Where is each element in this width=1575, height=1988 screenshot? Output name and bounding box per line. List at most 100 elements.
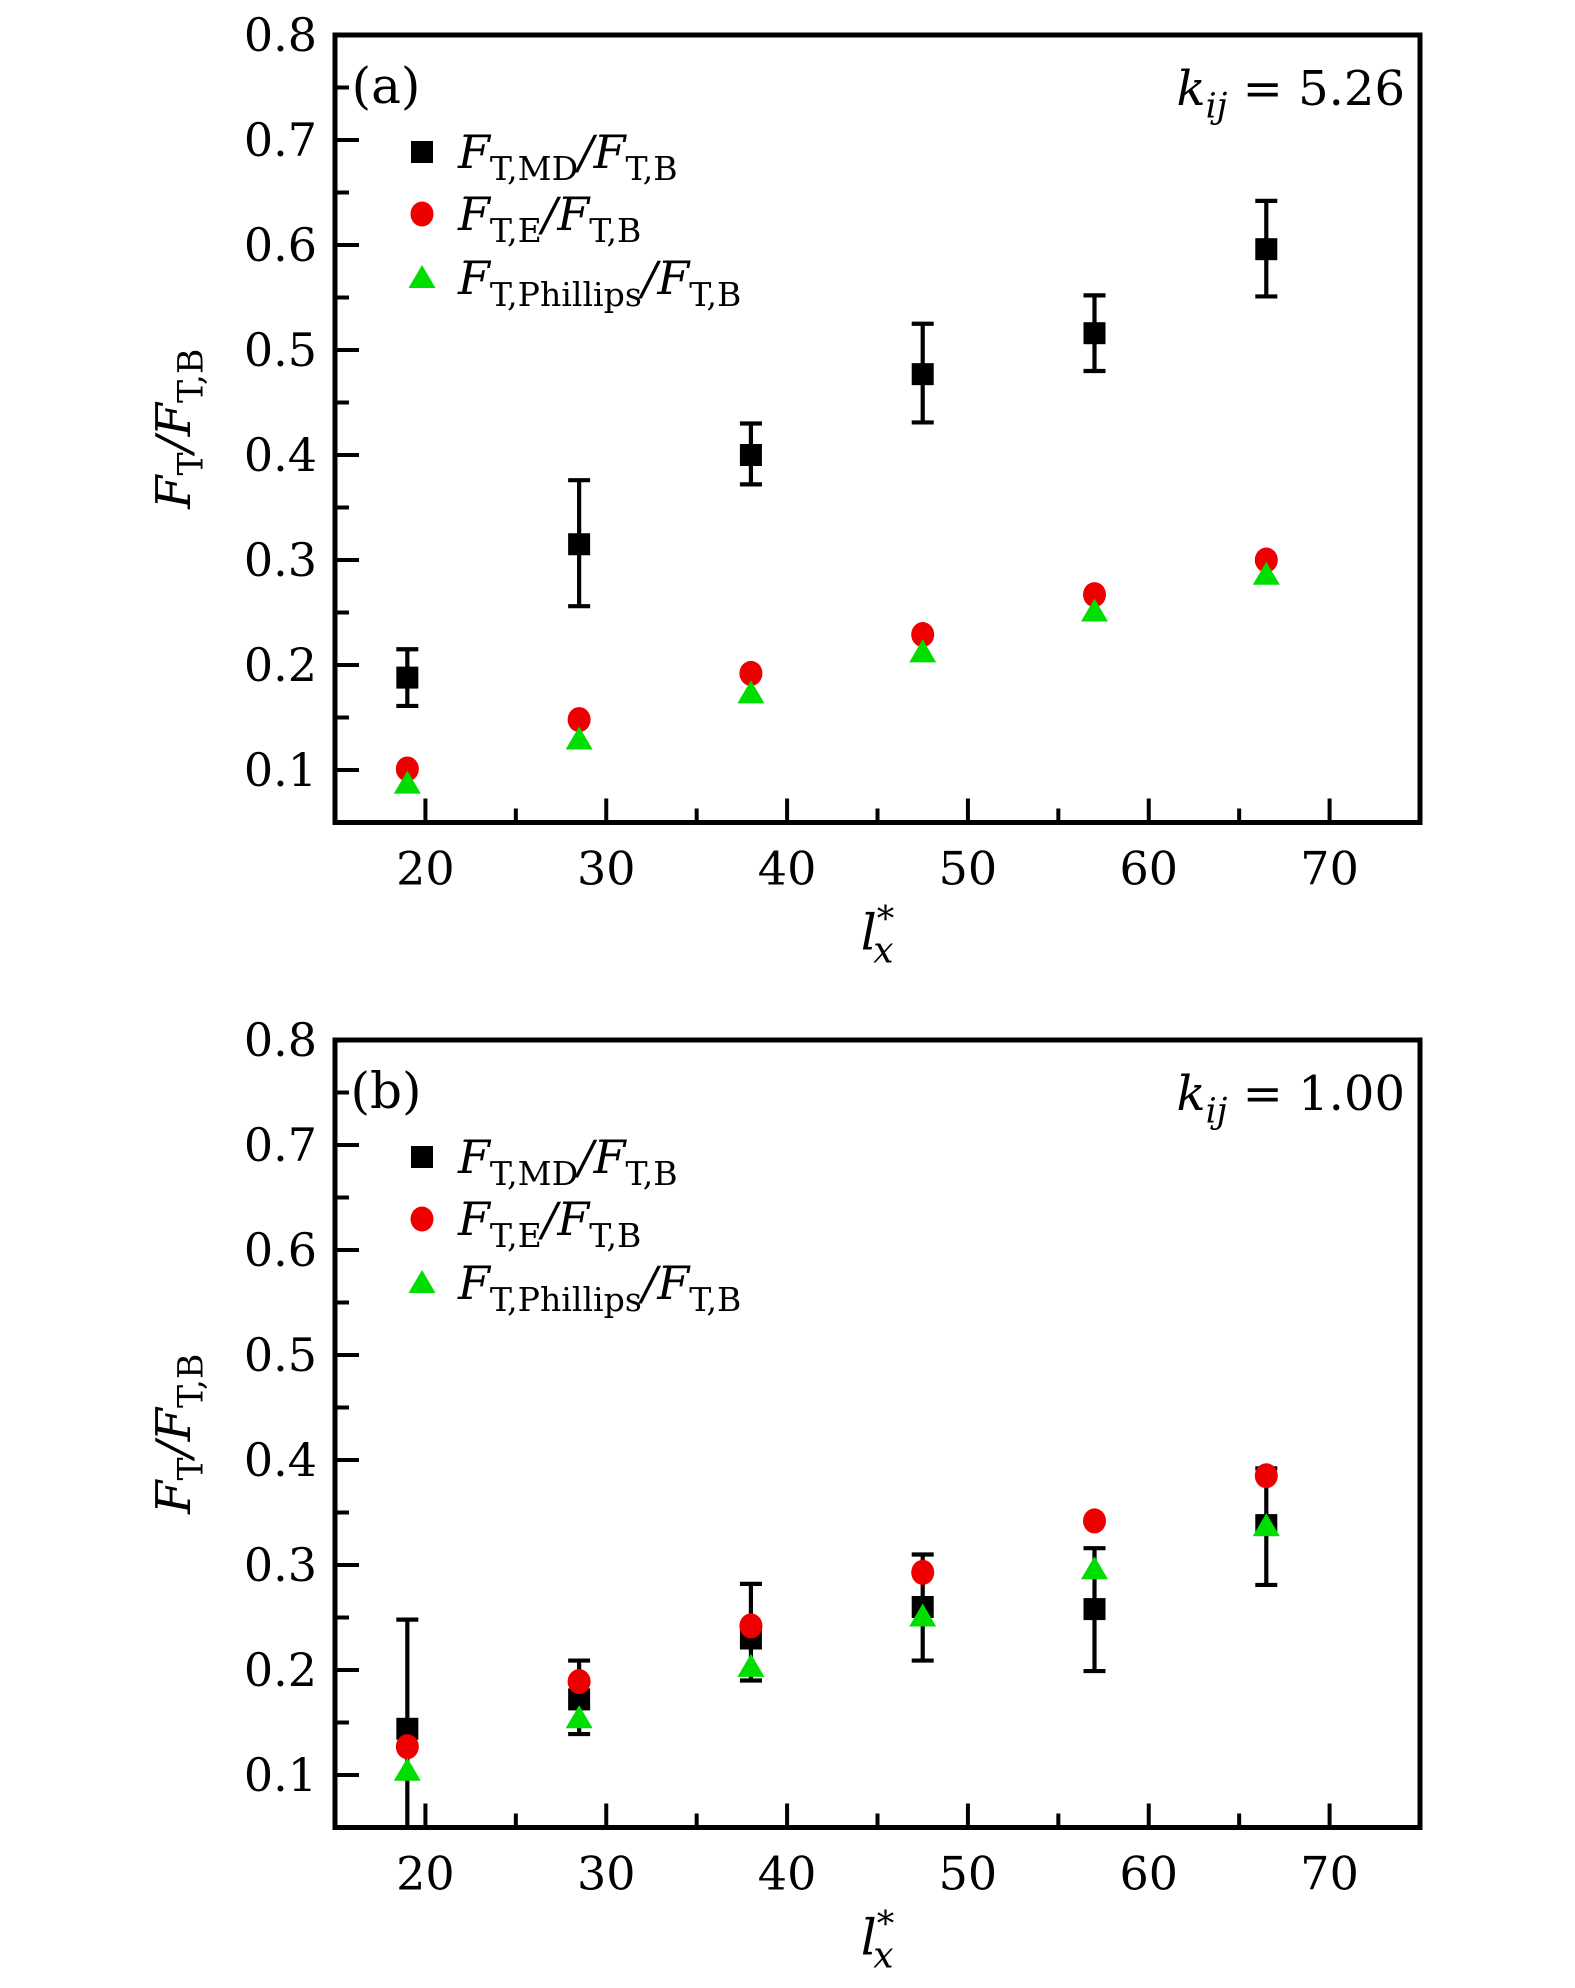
- plot-frame-a: [332, 32, 1423, 825]
- legend-item-square: FT,MD/FT,B: [411, 125, 678, 188]
- annotation-kij-b: kij = 1.00: [1177, 1066, 1405, 1131]
- legend-item-circle: FT,E/FT,B: [410, 1192, 641, 1255]
- circle-marker: [739, 1613, 763, 1639]
- x-tick-label: 30: [577, 842, 636, 896]
- triangle-marker: [737, 1653, 765, 1677]
- square-marker: [568, 533, 591, 556]
- panel-b: 0.1 0.2 0.3 0.4 0.5 0.6 0.7 0.8 20 30 40 50 60 70 FT,M…: [146, 1013, 1423, 1977]
- legend-label: FT,MD/FT,B: [457, 125, 678, 188]
- error-bars-b: [396, 1466, 1278, 1828]
- legend-label: FT,Phillips/FT,B: [457, 251, 741, 314]
- y-tick-label: 0.4: [244, 428, 317, 482]
- square-marker: [1083, 322, 1106, 345]
- triangle-marker: [393, 1757, 421, 1781]
- series-circle-b: [395, 1463, 1278, 1760]
- x-axis-label-a: l* x: [861, 900, 895, 972]
- y-tick-label: 0.4: [244, 1433, 317, 1487]
- square-marker: [396, 1717, 419, 1740]
- annotation-kij-a: kij = 5.26: [1177, 61, 1405, 126]
- y-tick-label: 0.7: [244, 1118, 317, 1172]
- triangle-marker: [1252, 561, 1280, 585]
- x-axis-label-b: l* x: [861, 1905, 895, 1977]
- y-axis-label-a: FT/FT,B: [146, 349, 211, 510]
- triangle-marker: [1252, 1513, 1280, 1537]
- circle-marker: [1083, 582, 1106, 608]
- legend-b: FT,MD/FT,BFT,E/FT,BFT,Phillips/FT,B: [408, 1130, 741, 1319]
- y-tick-labels-b: 0.1 0.2 0.3 0.4 0.5 0.6 0.7 0.8: [244, 1013, 317, 1802]
- panel-a: 0.1 0.2 0.3 0.4 0.5 0.6 0.7 0.8 20 30 40 50 60 70 FT,M…: [146, 8, 1423, 972]
- square-marker: [568, 1688, 591, 1711]
- square-marker: [411, 1146, 433, 1168]
- x-tick-label: 50: [939, 842, 998, 896]
- x-tick-label: 20: [396, 842, 455, 896]
- y-tick-label: 0.6: [244, 218, 317, 272]
- y-tick-label: 0.3: [244, 533, 317, 587]
- series-square-b: [396, 1514, 1278, 1740]
- square-marker: [739, 444, 762, 466]
- triangle-marker: [565, 726, 593, 750]
- y-tick-label: 0.2: [244, 1643, 317, 1697]
- x-tick-label: 40: [758, 1847, 817, 1901]
- circle-marker: [410, 1206, 434, 1232]
- triangle-marker: [408, 265, 436, 288]
- series-square-a: [396, 238, 1278, 689]
- circle-marker: [739, 660, 763, 686]
- panel-label-b: (b): [350, 1062, 421, 1120]
- series-triangle-up-a: [393, 561, 1280, 794]
- square-marker: [1083, 1598, 1106, 1621]
- y-tick-label: 0.1: [244, 743, 317, 797]
- x-tick-label: 50: [939, 1847, 998, 1901]
- triangle-marker: [909, 639, 937, 663]
- y-tick-label: 0.5: [244, 1328, 317, 1382]
- circle-marker: [911, 622, 935, 648]
- y-tick-label: 0.8: [244, 8, 317, 62]
- y-tick-label: 0.1: [244, 1748, 317, 1802]
- legend-item-circle: FT,E/FT,B: [410, 187, 641, 250]
- triangle-marker: [565, 1705, 593, 1729]
- legend-a: FT,MD/FT,BFT,E/FT,BFT,Phillips/FT,B: [408, 125, 741, 314]
- square-marker: [911, 363, 934, 386]
- legend-label: FT,MD/FT,B: [457, 1130, 678, 1193]
- circle-marker: [567, 1669, 591, 1695]
- square-marker: [396, 666, 419, 689]
- triangle-marker: [393, 770, 421, 794]
- y-axis-label-b: FT/FT,B: [146, 1354, 211, 1515]
- triangle-marker: [1081, 1556, 1108, 1580]
- x-tick-label: 30: [577, 1847, 636, 1901]
- x-tick-label: 70: [1300, 842, 1359, 896]
- x-tick-label: 60: [1119, 842, 1178, 896]
- triangle-marker: [1081, 598, 1108, 622]
- triangle-marker: [909, 1603, 937, 1627]
- y-tick-label: 0.3: [244, 1538, 317, 1592]
- series-triangle-up-b: [393, 1513, 1280, 1781]
- circle-marker: [395, 756, 419, 782]
- circle-marker: [911, 1559, 935, 1585]
- panel-label-a: (a): [352, 57, 421, 115]
- y-tick-label: 0.5: [244, 323, 317, 377]
- legend-label: FT,Phillips/FT,B: [457, 1256, 741, 1319]
- circle-marker: [1083, 1508, 1106, 1534]
- x-tick-labels-b: 20 30 40 50 60 70: [396, 1847, 1359, 1901]
- circle-marker: [1254, 547, 1278, 573]
- triangle-marker: [408, 1270, 436, 1293]
- legend-item-triangle-up: FT,Phillips/FT,B: [408, 251, 741, 314]
- circle-marker: [410, 201, 434, 227]
- x-tick-label: 70: [1300, 1847, 1359, 1901]
- square-marker: [411, 141, 433, 163]
- square-marker: [1255, 238, 1278, 261]
- y-tick-label: 0.8: [244, 1013, 317, 1067]
- legend-item-square: FT,MD/FT,B: [411, 1130, 678, 1193]
- legend-label: FT,E/FT,B: [457, 1192, 641, 1255]
- y-tick-label: 0.2: [244, 638, 317, 692]
- y-tick-label: 0.6: [244, 1223, 317, 1277]
- legend-item-triangle-up: FT,Phillips/FT,B: [408, 1256, 741, 1319]
- x-tick-labels-a: 20 30 40 50 60 70: [396, 842, 1359, 896]
- triangle-marker: [737, 680, 765, 704]
- y-tick-labels-a: 0.1 0.2 0.3 0.4 0.5 0.6 0.7 0.8: [244, 8, 317, 797]
- x-tick-label: 60: [1119, 1847, 1178, 1901]
- y-tick-label: 0.7: [244, 113, 317, 167]
- legend-label: FT,E/FT,B: [457, 187, 641, 250]
- x-tick-label: 20: [396, 1847, 455, 1901]
